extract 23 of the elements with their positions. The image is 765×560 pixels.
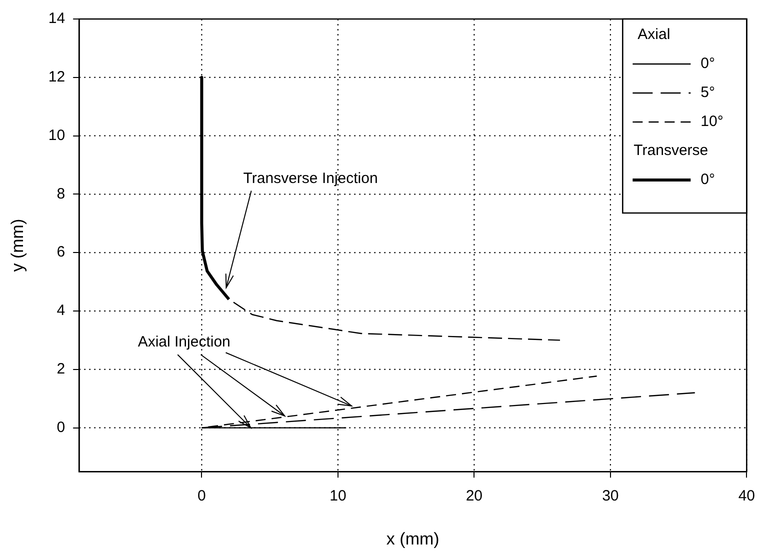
y-tick-label: 12: [48, 68, 66, 86]
y-tick-label: 8: [56, 185, 66, 202]
y-axis-title: y (mm): [8, 218, 27, 272]
x-axis-title: x (mm): [386, 529, 440, 548]
legend-label: 0°: [700, 55, 715, 72]
y-tick-label: 4: [56, 302, 66, 320]
legend-label: 5°: [700, 84, 715, 102]
annotation: Axial Injection: [138, 334, 230, 351]
y-tick-label: 0: [56, 418, 66, 436]
x-tick-label: 20: [466, 488, 483, 505]
x-tick-label: 40: [738, 488, 755, 505]
annotation: Transverse: [634, 142, 708, 160]
legend-label: 10°: [700, 113, 724, 130]
x-tick-label: 10: [330, 488, 346, 505]
y-tick-label: 14: [48, 10, 66, 28]
annotation: Transverse Injection: [243, 170, 378, 187]
legend-label: 0°: [700, 171, 715, 188]
legend-title: Axial: [638, 26, 670, 44]
y-tick-label: 10: [48, 126, 66, 144]
x-tick-label: 30: [602, 488, 619, 505]
y-tick-label: 6: [56, 244, 66, 261]
y-tick-label: 2: [56, 360, 66, 378]
x-tick-label: 0: [198, 488, 206, 505]
